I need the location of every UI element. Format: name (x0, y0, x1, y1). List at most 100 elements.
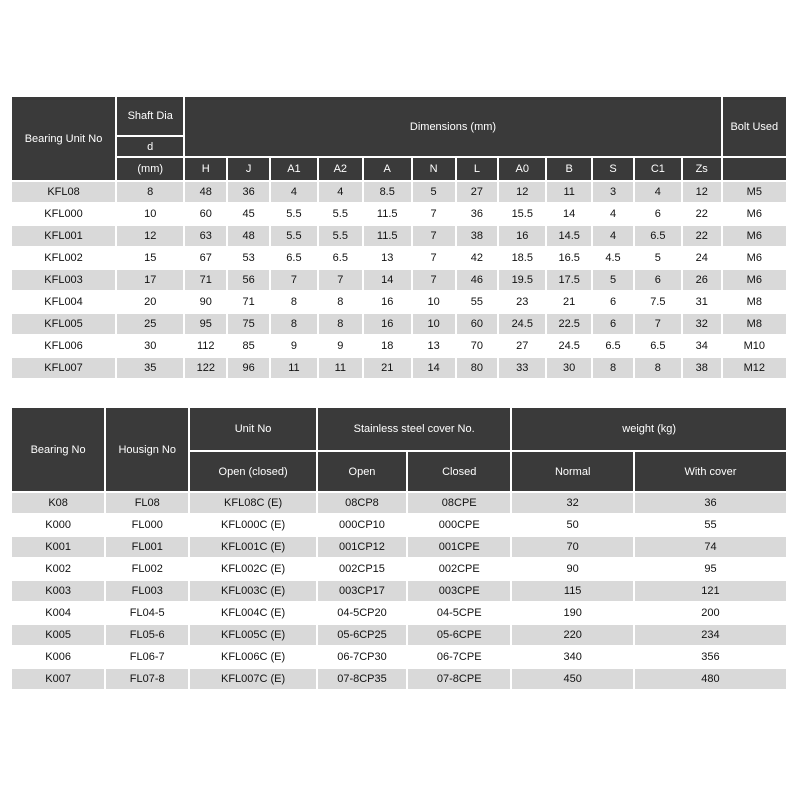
table-cell: 18 (363, 336, 411, 356)
table-cell: M8 (722, 292, 786, 312)
table-row: K006 FL06-7 KFL006C (E) 06-7CP30 06-7CPE 340 3… (12, 647, 786, 667)
table-cell: K000 (12, 515, 105, 535)
header-dim-h: H (185, 158, 227, 180)
table-cell: 003CP17 (317, 581, 407, 601)
table-cell: 14 (412, 358, 455, 378)
table-cell: 8 (271, 292, 317, 312)
table-cell: 450 (512, 669, 633, 689)
table-cell: K08 (12, 493, 105, 513)
table-cell: FL08 (106, 493, 189, 513)
table-cell: KFL005 (12, 314, 116, 334)
table-cell: KFL005C (E) (190, 625, 316, 645)
table-cell: 10 (412, 292, 455, 312)
table-cell: 22.5 (547, 314, 592, 334)
table-cell: 190 (512, 603, 633, 623)
table-cell: KFL08 (12, 182, 116, 202)
table-cell: M5 (722, 182, 786, 202)
table-cell: 7 (318, 270, 362, 290)
table-cell: 220 (512, 625, 633, 645)
table-cell: 6 (593, 314, 633, 334)
table-cell: M10 (722, 336, 786, 356)
header-dim-b: B (547, 158, 592, 180)
table-cell: 32 (512, 493, 633, 513)
table-cell: 36 (634, 493, 786, 513)
table-cell: 4 (318, 182, 362, 202)
table-cell: 32 (682, 314, 721, 334)
table-cell: 7 (412, 270, 455, 290)
table-cell: 12 (682, 182, 721, 202)
table-row: K005 FL05-6 KFL005C (E) 05-6CP25 05-6CPE 220 2… (12, 625, 786, 645)
table-cell: M6 (722, 226, 786, 246)
table-cell: 96 (228, 358, 269, 378)
table-cell: 9 (318, 336, 362, 356)
table-cell: 6.5 (318, 248, 362, 268)
table-cell: 001CPE (408, 537, 511, 557)
table-cell: 25 (117, 314, 184, 334)
table-cell: 000CP10 (317, 515, 407, 535)
dimensions-table: Bearing Unit No Shaft Dia Dimensions (mm… (10, 95, 788, 380)
table-cell: FL05-6 (106, 625, 189, 645)
table-cell: K003 (12, 581, 105, 601)
table-cell: 18.5 (499, 248, 546, 268)
header-d: d (117, 137, 184, 156)
table-cell: 5 (412, 182, 455, 202)
table-cell: 70 (512, 537, 633, 557)
table-cell: 06-7CPE (408, 647, 511, 667)
table-cell: 112 (185, 336, 227, 356)
table-cell: 16 (363, 314, 411, 334)
table-cell: KFL002 (12, 248, 116, 268)
table-cell: 26 (682, 270, 721, 290)
table-cell: 67 (185, 248, 227, 268)
table-cell: 60 (456, 314, 498, 334)
table-cell: 95 (634, 559, 786, 579)
table-cell: KFL002C (E) (190, 559, 316, 579)
table-cell: 6 (634, 204, 681, 224)
table-cell: 48 (185, 182, 227, 202)
table-cell: 35 (117, 358, 184, 378)
header-bolt-used: Bolt Used (722, 97, 786, 156)
header-housing-no: Housign No (106, 408, 189, 491)
table-cell: 08CP8 (317, 493, 407, 513)
table-row: K000 FL000 KFL000C (E) 000CP10 000CPE 50 55 (12, 515, 786, 535)
table-row: KFL005 25 95 75 8 8 16 10 60 24.5 22.5 6 7 32 M8 (12, 314, 786, 334)
table-cell: 21 (363, 358, 411, 378)
table-cell: FL003 (106, 581, 189, 601)
table-cell: 11 (547, 182, 592, 202)
table-cell: 22 (682, 226, 721, 246)
table-cell: 10 (412, 314, 455, 334)
table-cell: 121 (634, 581, 786, 601)
table-cell: 38 (456, 226, 498, 246)
header-dim-c1: C1 (634, 158, 681, 180)
table-cell: 63 (185, 226, 227, 246)
table-cell: 60 (185, 204, 227, 224)
table-cell: 5.5 (271, 226, 317, 246)
table-cell: 480 (634, 669, 786, 689)
table-cell: 10 (117, 204, 184, 224)
table-cell: 75 (228, 314, 269, 334)
table-cell: 56 (228, 270, 269, 290)
table-cell: 9 (271, 336, 317, 356)
header-bolt-blank (722, 158, 786, 180)
header-dim-zs: Zs (682, 158, 721, 180)
table-cell: 6.5 (593, 336, 633, 356)
table-cell: K001 (12, 537, 105, 557)
table-cell: 48 (228, 226, 269, 246)
table-cell: 4 (634, 182, 681, 202)
table-row: KFL007 35 122 96 11 11 21 14 80 33 30 8 8 38 M12 (12, 358, 786, 378)
table-cell: 16 (363, 292, 411, 312)
table-cell: KFL007 (12, 358, 116, 378)
header-dimensions: Dimensions (mm) (185, 97, 721, 156)
table-cell: 45 (228, 204, 269, 224)
table-cell: KFL001 (12, 226, 116, 246)
table-cell: 11.5 (363, 226, 411, 246)
table-cell: 16.5 (547, 248, 592, 268)
table-cell: 7 (634, 314, 681, 334)
table-row: K003 FL003 KFL003C (E) 003CP17 003CPE 115 121 (12, 581, 786, 601)
table-row: K002 FL002 KFL002C (E) 002CP15 002CPE 90 95 (12, 559, 786, 579)
table-cell: 07-8CP35 (317, 669, 407, 689)
table-cell: 4 (271, 182, 317, 202)
table-cell: FL001 (106, 537, 189, 557)
table-cell: 46 (456, 270, 498, 290)
table-cell: 12 (499, 182, 546, 202)
table-cell: KFL001C (E) (190, 537, 316, 557)
